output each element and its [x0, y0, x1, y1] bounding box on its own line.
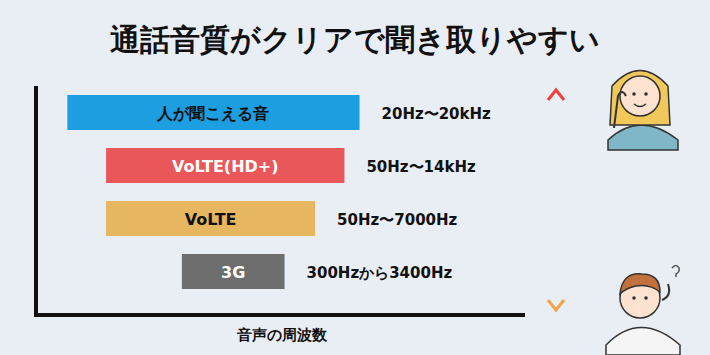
hair: [610, 71, 670, 126]
mouth: [634, 104, 646, 107]
x-axis-title: 音声の周波数: [236, 326, 328, 344]
value-label: 50Hz〜7000Hz: [337, 211, 457, 229]
category-label: 人が聞こえる音: [156, 104, 269, 123]
x-axis-line: [34, 313, 525, 317]
range-bar: [106, 201, 315, 236]
range-bar: [182, 254, 285, 289]
value-label: 50Hz〜14kHz: [366, 158, 476, 176]
body: [606, 328, 680, 355]
arrow-head: [548, 300, 564, 310]
title: 通話音質がクリアで聞き取りやすい: [110, 22, 600, 57]
arm: [614, 92, 626, 128]
eye: [632, 92, 636, 96]
hand: [662, 284, 669, 300]
man-icon: [606, 266, 680, 355]
body: [608, 125, 678, 150]
category-label: VoLTE(HD+): [172, 157, 279, 176]
eye: [644, 92, 648, 96]
value-label: 300Hzから3400Hz: [307, 264, 453, 282]
eye: [644, 296, 648, 300]
eye: [632, 296, 636, 300]
category-label: VoLTE: [185, 210, 237, 229]
y-axis-line: [34, 86, 38, 317]
woman-icon: [608, 71, 678, 151]
bars: [67, 95, 359, 289]
range-bar: [106, 148, 344, 183]
chart: 通話音質がクリアで聞き取りやすい音声の周波数 人が聞こえる音 20Hz〜20kHz V…: [0, 0, 710, 355]
arrow-head: [548, 90, 564, 100]
range-bar: [67, 95, 359, 130]
background: [0, 0, 710, 355]
question-mark: [672, 266, 679, 278]
value-label: 20Hz〜20kHz: [382, 105, 492, 123]
category-label: 3G: [221, 263, 245, 282]
arrow-shaft: [555, 96, 558, 304]
hair: [620, 274, 660, 294]
